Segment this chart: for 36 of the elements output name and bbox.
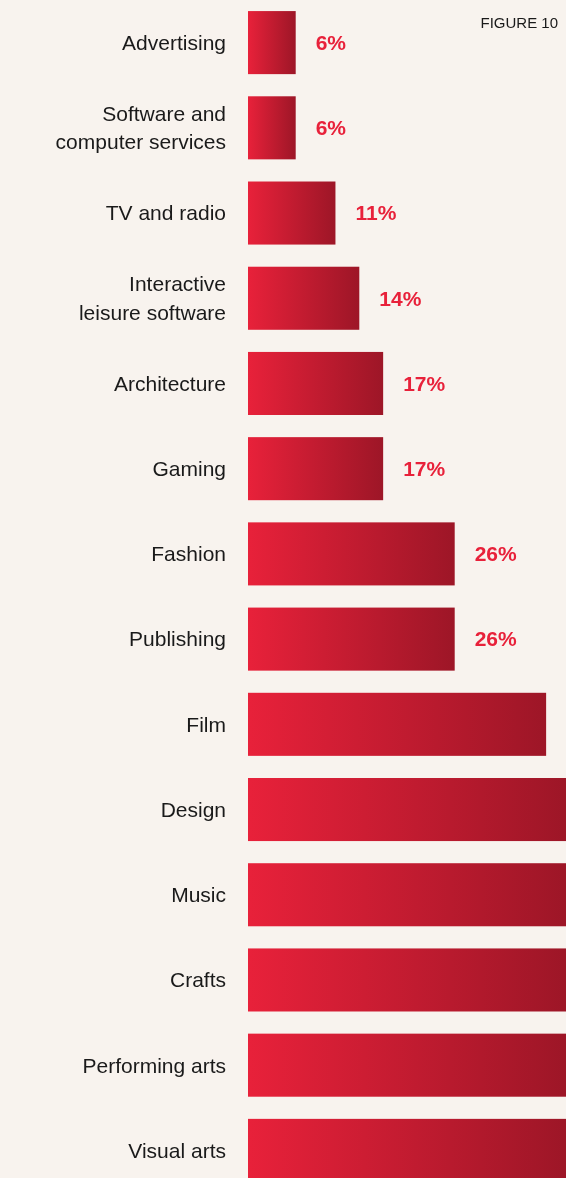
- y-tick-label: Publishing: [129, 627, 226, 651]
- y-tick-label: Software and computer services: [55, 102, 226, 154]
- bar: [248, 692, 547, 756]
- bar: [248, 607, 455, 671]
- y-tick-label: Architecture: [113, 371, 226, 395]
- data-label: 6%: [315, 30, 347, 54]
- bar: [248, 351, 384, 415]
- bar: [248, 1033, 566, 1097]
- y-tick-label: Fashion: [151, 542, 226, 566]
- data-label: 11%: [355, 201, 397, 225]
- y-tick-label: Interactive leisure software: [78, 272, 226, 324]
- bar: [248, 96, 296, 160]
- text: FIGURE 10: [480, 14, 558, 31]
- data-label: 14%: [379, 286, 422, 310]
- y-tick-label: Visual arts: [128, 1138, 226, 1162]
- y-tick-label: Gaming: [152, 457, 226, 481]
- y-tick-label: Crafts: [169, 968, 226, 992]
- data-label: 26%: [474, 627, 518, 651]
- bar: [248, 948, 566, 1012]
- data-label: 6%: [315, 116, 347, 140]
- bar: [248, 778, 566, 842]
- y-tick-label: Performing arts: [82, 1053, 226, 1077]
- y-tick-label: Film: [186, 712, 226, 736]
- data-label: 26%: [474, 542, 518, 566]
- y-tick-label: Design: [160, 797, 226, 821]
- bar: [248, 522, 455, 586]
- bar: [248, 266, 360, 330]
- data-label: 17%: [403, 371, 446, 395]
- y-tick-label: TV and radio: [105, 201, 226, 225]
- bar: [248, 181, 336, 245]
- bar: [248, 437, 384, 501]
- data-label: 17%: [403, 457, 446, 481]
- bar: [248, 11, 296, 75]
- y-tick-label: Advertising: [122, 30, 226, 54]
- bar: [248, 863, 566, 927]
- y-tick-label: Music: [171, 883, 226, 907]
